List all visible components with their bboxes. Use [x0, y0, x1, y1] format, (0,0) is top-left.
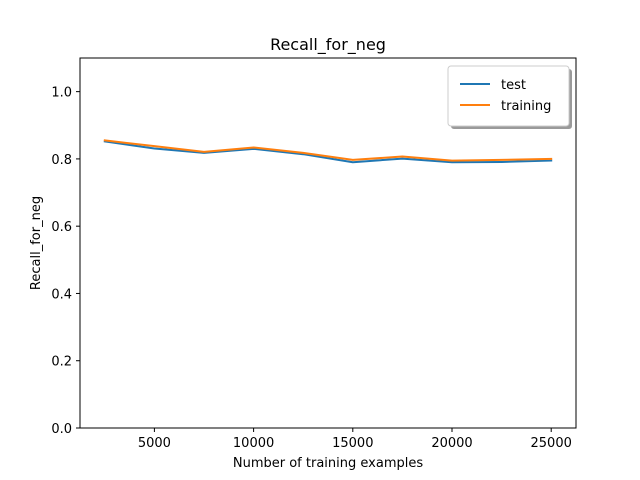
y-axis-ticks: 0.0 0.2 0.4 0.6 0.8 1.0: [51, 86, 80, 437]
x-tick-label: 10000: [233, 436, 274, 451]
x-tick-label: 25000: [531, 436, 572, 451]
x-tick-label: 5000: [138, 436, 171, 451]
x-axis-ticks: 5000 10000 15000 20000 25000: [138, 428, 572, 451]
x-tick-label: 15000: [332, 436, 373, 451]
x-tick-label: 20000: [431, 436, 472, 451]
y-tick-label: 0.0: [51, 422, 72, 437]
y-tick-label: 0.2: [51, 355, 72, 370]
y-tick-label: 0.8: [51, 153, 72, 168]
legend-label-training: training: [501, 99, 551, 114]
legend: test training: [447, 65, 572, 129]
legend-box: [447, 65, 570, 127]
legend-label-test: test: [501, 78, 526, 93]
y-tick-label: 0.6: [51, 220, 72, 235]
chart-title: Recall_for_neg: [270, 35, 386, 55]
x-axis-label: Number of training examples: [233, 456, 423, 471]
y-axis-label: Recall_for_neg: [29, 196, 44, 290]
y-tick-label: 0.4: [51, 287, 72, 302]
series-line-test: [103, 140, 553, 164]
series-line-training: [103, 139, 553, 162]
plot-frame: [79, 57, 577, 429]
series-lines: [103, 139, 553, 164]
y-tick-label: 1.0: [51, 86, 72, 101]
